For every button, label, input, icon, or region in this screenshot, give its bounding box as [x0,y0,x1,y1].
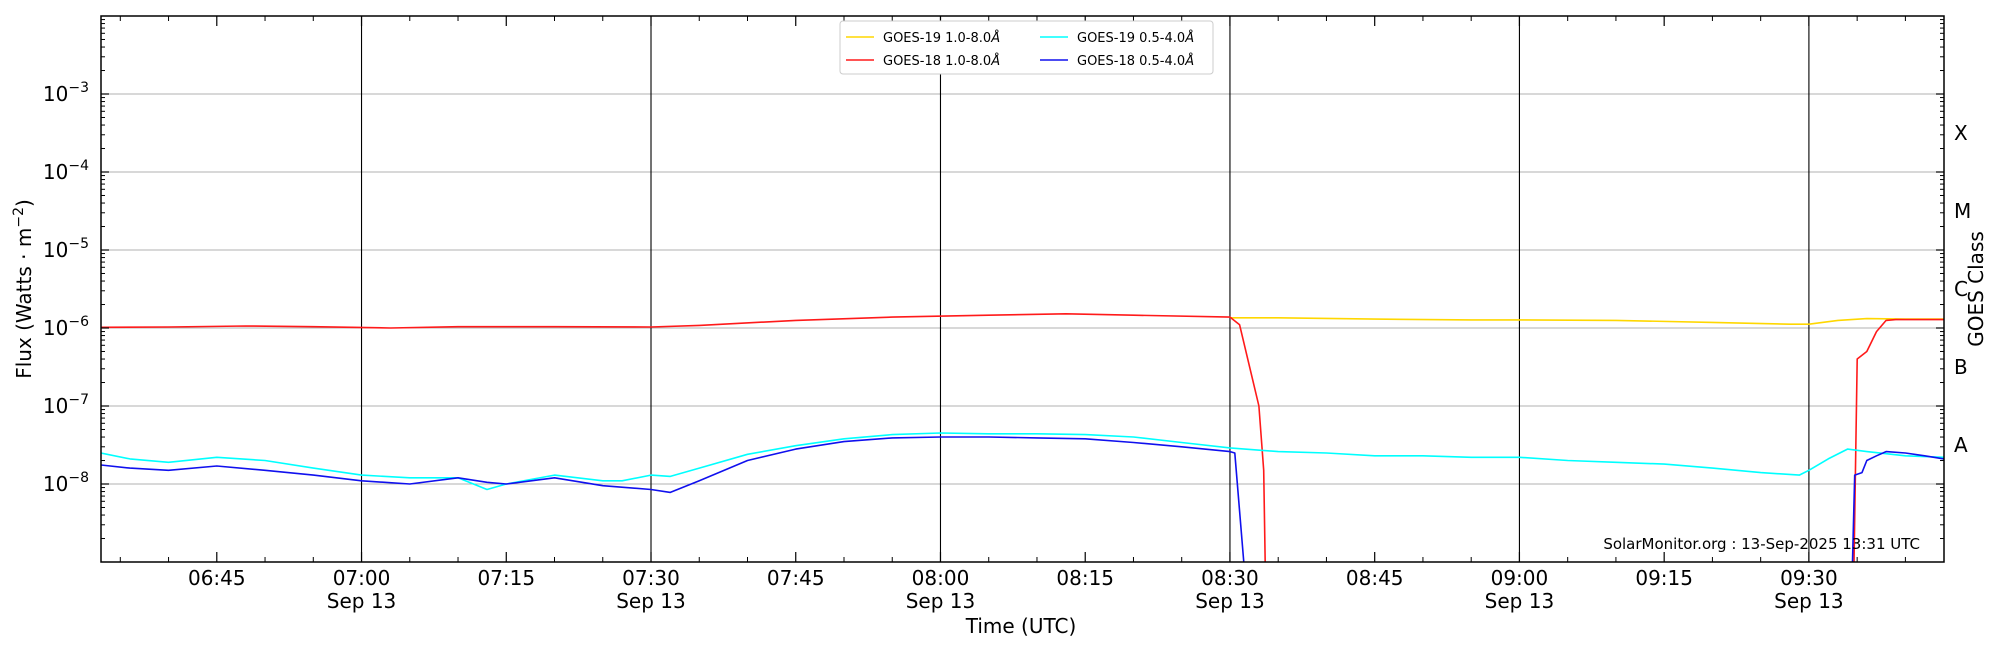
goes-class-label: X [1954,121,1968,145]
goes-class-label: B [1954,355,1968,379]
right-axis-title: GOES Class [1964,231,1988,347]
y-tick-label: 10−4 [43,158,89,184]
x-tick-date-label: Sep 13 [327,589,397,613]
data-series [101,312,1944,562]
legend-label: GOES-18 1.0-8.0Å [883,53,1000,69]
y-tick-exponent: −8 [68,470,89,486]
y-tick-label: 10−3 [43,80,89,106]
x-tick-label: 09:30 [1780,566,1838,590]
y-axis-title-main: Flux (Watts · m [12,228,36,379]
y-tick-mantissa: 10 [43,394,68,418]
legend-label: GOES-19 0.5-4.0Å [1077,30,1194,46]
legend-label: GOES-18 0.5-4.0Å [1077,53,1194,69]
goes-class-label: C [1954,277,1968,301]
x-tick-label: 08:30 [1201,566,1259,590]
y-tick-label: 10−5 [43,236,89,262]
x-tick-date-label: Sep 13 [906,589,976,613]
legend-box [839,20,1214,75]
legend-angstrom-symbol: Å [1184,53,1194,69]
plot-frame [100,15,1945,563]
x-axis-title: Time (UTC) [965,614,1077,638]
series-line [101,436,1944,562]
legend-label: GOES-19 1.0-8.0Å [883,30,1000,46]
y-axis-title: Flux (Watts · m−2) [11,199,36,379]
x-tick-date-label: Sep 13 [1774,589,1844,613]
y-axis-title-exponent: −2 [11,207,27,228]
legend-angstrom-symbol: Å [1184,30,1194,46]
y-tick-exponent: −4 [68,158,89,174]
legend-label-text: GOES-19 0.5-4.0 [1077,31,1185,46]
y-tick-label: 10−8 [43,470,89,496]
goes-class-labels: X M C B A [1954,121,1971,457]
series-line [101,312,1944,562]
y-axis-title-close: ) [12,199,36,207]
x-tick-date-label: Sep 13 [1485,589,1555,613]
series-line [1230,316,1944,326]
legend-label-text: GOES-18 0.5-4.0 [1077,54,1185,69]
y-tick-exponent: −5 [68,236,89,252]
legend-label-text: GOES-18 1.0-8.0 [883,54,991,69]
legend-angstrom-symbol: Å [990,53,1000,69]
series-line [101,432,1944,491]
x-tick-label: 08:15 [1056,566,1114,590]
x-tick-label: 09:15 [1635,566,1693,590]
x-tick-label: 07:45 [767,566,825,590]
x-tick-label: 07:15 [477,566,535,590]
y-tick-exponent: −3 [68,80,89,96]
x-tick-date-label: Sep 13 [1195,589,1265,613]
y-tick-mantissa: 10 [43,472,68,496]
x-tick-label: 07:00 [333,566,391,590]
goes-class-label: A [1954,433,1968,457]
axis-ticks [101,16,1944,562]
legend-label-text: GOES-19 1.0-8.0 [883,31,991,46]
y-tick-label: 10−6 [43,314,89,340]
x-tick-label: 09:00 [1491,566,1549,590]
x-tick-label: 08:00 [912,566,970,590]
plot-background [101,16,1944,562]
y-tick-label: 10−7 [43,392,89,418]
credit-text: SolarMonitor.org : 13-Sep-2025 13:31 UTC [1603,535,1920,553]
y-tick-mantissa: 10 [43,160,68,184]
y-tick-mantissa: 10 [43,316,68,340]
legend-angstrom-symbol: Å [990,30,1000,46]
x-tick-date-label: Sep 13 [616,589,686,613]
x-tick-label: 07:30 [622,566,680,590]
goes-class-label: M [1954,199,1971,223]
x-tick-label: 06:45 [188,566,246,590]
y-tick-mantissa: 10 [43,238,68,262]
y-tick-exponent: −7 [68,392,89,408]
y-tick-exponent: −6 [68,314,89,330]
y-tick-mantissa: 10 [43,82,68,106]
y-tick-labels: 10−310−410−510−610−710−8 [43,80,89,496]
x-tick-label: 08:45 [1346,566,1404,590]
